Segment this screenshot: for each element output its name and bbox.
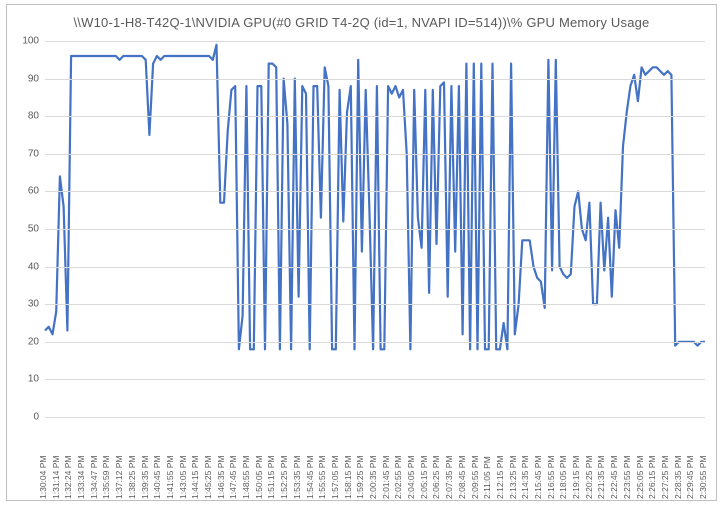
x-tick-label: 2:05:15 PM [419,456,429,499]
x-tick-label: 2:19:15 PM [571,456,581,499]
x-tick-label: 1:35:59 PM [101,456,111,499]
y-tick-label: 80 [28,111,45,122]
x-tick-label: 1:57:05 PM [330,456,340,499]
x-tick-label: 1:58:15 PM [343,456,353,499]
x-tick-label: 1:31:14 PM [51,456,61,499]
gridline [45,116,705,117]
x-tick-label: 2:11:05 PM [482,456,492,499]
x-tick-label: 2:00:35 PM [368,456,378,499]
x-tick-label: 2:27:25 PM [660,456,670,499]
x-tick-label: 1:50:05 PM [254,456,264,499]
y-tick-label: 70 [28,148,45,159]
x-tick-label: 2:16:55 PM [546,456,556,499]
x-tick-label: 2:22:45 PM [609,456,619,499]
x-tick-label: 2:18:05 PM [558,456,568,499]
chart-title: \\W10-1-H8-T42Q-1\NVIDIA GPU(#0 GRID T4-… [7,15,716,30]
x-tick-label: 2:02:55 PM [393,456,403,499]
y-tick-label: 60 [28,186,45,197]
x-tick-label: 2:21:35 PM [596,456,606,499]
y-tick-label: 100 [22,36,45,47]
x-tick-label: 2:04:05 PM [406,456,416,499]
x-tick-label: 1:43:05 PM [178,456,188,499]
x-tick-label: 1:54:45 PM [305,456,315,499]
x-tick-label: 2:26:15 PM [647,456,657,499]
x-tick-label: 1:30:04 PM [38,456,48,499]
x-tick-label: 1:47:45 PM [228,456,238,499]
x-tick-label: 1:48:55 PM [241,456,251,499]
x-tick-label: 2:09:55 PM [470,456,480,499]
x-tick-label: 1:45:25 PM [203,456,213,499]
x-tick-label: 2:13:25 PM [508,456,518,499]
x-tick-label: 2:01:45 PM [381,456,391,499]
y-tick-label: 20 [28,336,45,347]
x-tick-label: 2:23:55 PM [622,456,632,499]
y-tick-label: 10 [28,374,45,385]
x-tick-label: 2:14:35 PM [520,456,530,499]
x-tick-label: 1:55:55 PM [317,456,327,499]
x-tick-label: 2:30:55 PM [698,456,708,499]
x-tick-label: 1:39:35 PM [140,456,150,499]
x-tick-label: 1:32:24 PM [63,456,73,499]
gridline [45,304,705,305]
gridline [45,417,705,418]
gridline [45,229,705,230]
x-tick-label: 2:15:45 PM [533,456,543,499]
gridline [45,342,705,343]
x-tick-label: 1:37:12 PM [114,456,124,499]
y-tick-label: 40 [28,261,45,272]
x-axis-labels: 1:30:04 PM1:31:14 PM1:32:24 PM1:33:34 PM… [45,419,705,499]
x-tick-label: 1:52:25 PM [279,456,289,499]
x-tick-label: 2:08:45 PM [457,456,467,499]
gridline [45,41,705,42]
gridline [45,154,705,155]
gridline [45,267,705,268]
gridline [45,379,705,380]
x-tick-label: 1:38:25 PM [127,456,137,499]
x-tick-label: 2:12:15 PM [495,456,505,499]
gridline [45,79,705,80]
x-tick-label: 1:40:45 PM [152,456,162,499]
x-tick-label: 1:41:55 PM [165,456,175,499]
y-tick-label: 0 [33,412,45,423]
plot-area: 0102030405060708090100 [45,41,705,417]
y-tick-label: 50 [28,224,45,235]
x-tick-label: 1:59:25 PM [355,456,365,499]
y-tick-label: 90 [28,73,45,84]
x-tick-label: 2:28:35 PM [673,456,683,499]
x-tick-label: 2:29:45 PM [685,456,695,499]
x-tick-label: 1:44:15 PM [190,456,200,499]
x-tick-label: 1:51:15 PM [266,456,276,499]
gridline [45,191,705,192]
chart-frame: \\W10-1-H8-T42Q-1\NVIDIA GPU(#0 GRID T4-… [6,4,717,501]
x-tick-label: 2:25:05 PM [635,456,645,499]
x-tick-label: 1:33:34 PM [76,456,86,499]
x-tick-label: 1:53:35 PM [292,456,302,499]
x-tick-label: 2:06:25 PM [431,456,441,499]
x-tick-label: 2:20:25 PM [584,456,594,499]
y-tick-label: 30 [28,299,45,310]
x-tick-label: 1:34:47 PM [89,456,99,499]
x-tick-label: 2:07:35 PM [444,456,454,499]
x-tick-label: 1:46:35 PM [216,456,226,499]
